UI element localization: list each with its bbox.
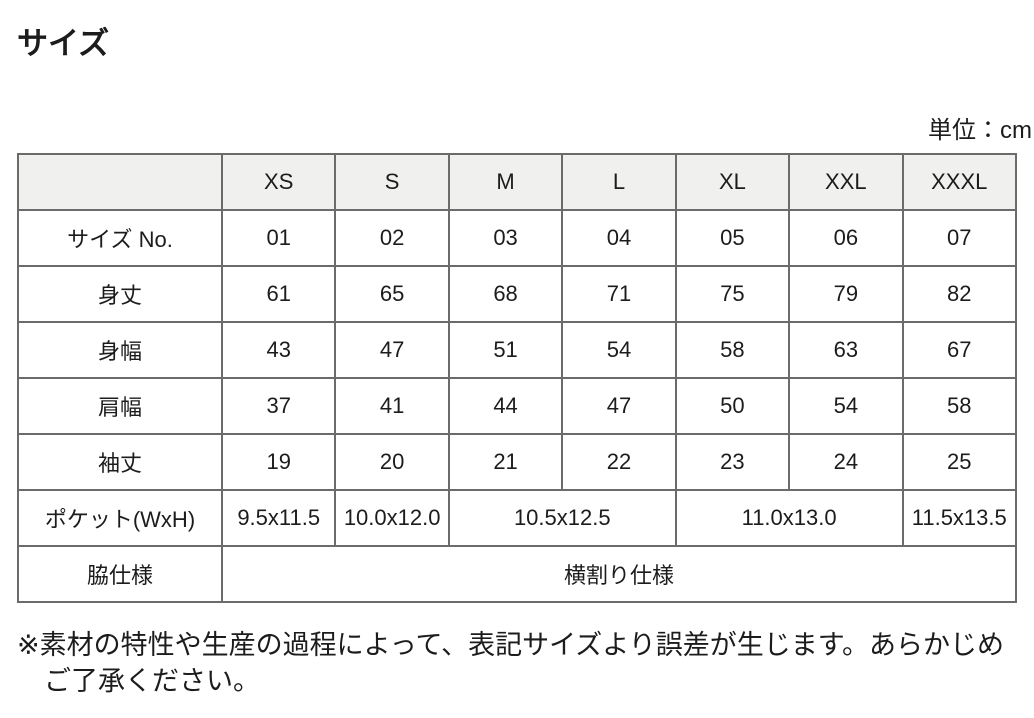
col-header-l: L — [561, 153, 677, 211]
row-label: 身幅 — [17, 321, 223, 379]
corner-cell — [17, 153, 223, 211]
cell: 21 — [447, 433, 564, 491]
cell: 01 — [220, 209, 337, 267]
row-label: 肩幅 — [17, 377, 223, 435]
cell: 47 — [561, 377, 677, 435]
col-header-xxxl: XXXL — [901, 153, 1018, 211]
table-row-sleeve-length: 袖丈 19 20 21 22 23 24 25 — [17, 433, 1018, 491]
cell: 06 — [788, 209, 904, 267]
cell-merged-all-sizes: 横割り仕様 — [221, 545, 1017, 603]
cell: 75 — [674, 265, 791, 323]
row-label: 袖丈 — [17, 433, 223, 491]
table-row-side-spec: 脇仕様 横割り仕様 — [17, 545, 1017, 603]
cell-merged-m-l: 10.5x12.5 — [447, 489, 677, 547]
table-row-body-width: 身幅 43 47 51 54 58 63 67 — [17, 321, 1018, 379]
cell: 71 — [561, 265, 677, 323]
cell: 58 — [674, 321, 791, 379]
unit-label: 単位：cm — [928, 117, 1032, 144]
cell: 47 — [334, 321, 450, 379]
cell: 37 — [220, 377, 337, 435]
cell: 79 — [788, 265, 904, 323]
size-table-header: XS S M L XL XXL XXXL — [17, 153, 1018, 211]
table-row-pocket: ポケット(WxH) 9.5x11.5 10.0x12.0 10.5x12.5 1… — [17, 489, 1018, 547]
row-label: 脇仕様 — [17, 545, 223, 603]
cell: 04 — [561, 209, 677, 267]
cell: 50 — [674, 377, 791, 435]
cell: 10.0x12.0 — [334, 489, 450, 547]
cell: 67 — [901, 321, 1018, 379]
page-title: サイズ — [17, 26, 110, 61]
col-header-xxl: XXL — [788, 153, 904, 211]
cell: 68 — [447, 265, 564, 323]
cell: 20 — [334, 433, 450, 491]
cell-merged-xl-xxl: 11.0x13.0 — [674, 489, 904, 547]
row-label: サイズ No. — [17, 209, 223, 267]
row-label: ポケット(WxH) — [17, 489, 223, 547]
cell: 11.5x13.5 — [901, 489, 1018, 547]
cell: 25 — [901, 433, 1018, 491]
cell: 54 — [561, 321, 677, 379]
content-area: サイズ 単位：cm XS S M L XL XXL XXXL — [17, 26, 1032, 696]
header-row: XS S M L XL XXL XXXL — [17, 153, 1018, 211]
cell: 51 — [447, 321, 564, 379]
cell: 03 — [447, 209, 564, 267]
table-row-shoulder-width: 肩幅 37 41 44 47 50 54 58 — [17, 377, 1018, 435]
cell: 23 — [674, 433, 791, 491]
cell: 61 — [220, 265, 337, 323]
cell: 58 — [901, 377, 1018, 435]
col-header-xl: XL — [674, 153, 791, 211]
disclaimer-note: ※素材の特性や生産の過程によって、表記サイズより誤差が生じます。あらかじめご了承… — [17, 630, 1005, 696]
cell: 05 — [674, 209, 791, 267]
size-table: XS S M L XL XXL XXXL サイズ No. 01 02 03 04… — [17, 153, 1018, 603]
col-header-s: S — [334, 153, 450, 211]
col-header-m: M — [447, 153, 564, 211]
cell: 22 — [561, 433, 677, 491]
cell: 24 — [788, 433, 904, 491]
cell: 07 — [901, 209, 1018, 267]
cell: 9.5x11.5 — [220, 489, 337, 547]
cell: 63 — [788, 321, 904, 379]
table-row-body-length: 身丈 61 65 68 71 75 79 82 — [17, 265, 1018, 323]
cell: 41 — [334, 377, 450, 435]
cell: 19 — [220, 433, 337, 491]
cell: 65 — [334, 265, 450, 323]
table-row-size-no: サイズ No. 01 02 03 04 05 06 07 — [17, 209, 1018, 267]
cell: 44 — [447, 377, 564, 435]
cell: 43 — [220, 321, 337, 379]
size-table-body: サイズ No. 01 02 03 04 05 06 07 身丈 61 65 68… — [17, 209, 1018, 603]
cell: 82 — [901, 265, 1018, 323]
row-label: 身丈 — [17, 265, 223, 323]
cell: 54 — [788, 377, 904, 435]
col-header-xs: XS — [220, 153, 337, 211]
cell: 02 — [334, 209, 450, 267]
